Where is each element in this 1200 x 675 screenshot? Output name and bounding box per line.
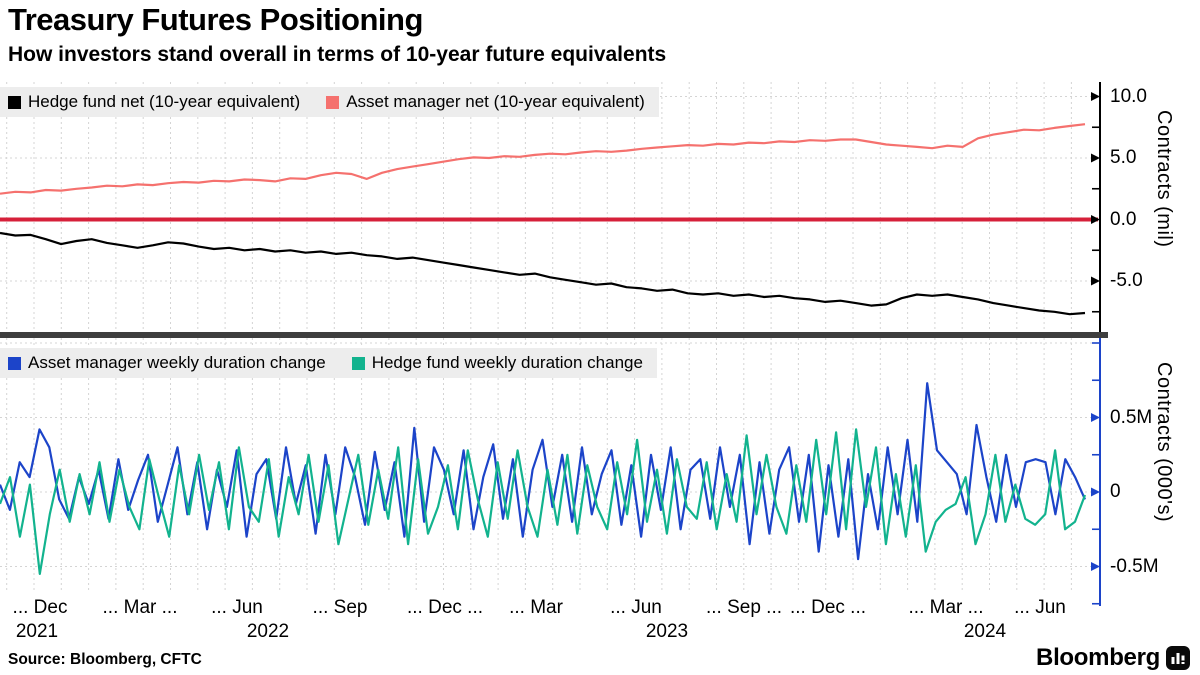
bloomberg-logo: Bloomberg — [1036, 644, 1190, 672]
legend-top: Hedge fund net (10-year equivalent) Asse… — [0, 87, 659, 117]
x-tick-label: ... Dec ... — [406, 597, 484, 618]
y-tick-label: -5.0 — [1110, 270, 1143, 291]
x-year-label: 2023 — [645, 621, 689, 642]
source-credit: Source: Bloomberg, CFTC — [8, 651, 202, 668]
page-subtitle: How investors stand overall in terms of … — [8, 43, 667, 66]
y-tick-label: 0 — [1110, 481, 1121, 502]
page-title: Treasury Futures Positioning — [8, 2, 423, 37]
legend-label: Hedge fund weekly duration change — [371, 353, 643, 372]
panel-separator — [0, 332, 1108, 338]
x-tick-label: ... Dec — [12, 597, 68, 618]
x-year-label: 2022 — [246, 621, 290, 642]
legend-label: Asset manager weekly duration change — [28, 353, 326, 372]
y-tick-label: -0.5M — [1110, 555, 1159, 577]
legend-label: Hedge fund net (10-year equivalent) — [28, 92, 301, 111]
x-tick-label: ... Jun — [610, 597, 662, 618]
bloomberg-terminal-icon — [1166, 646, 1190, 670]
top-y-axis-title: Contracts (mil) — [1153, 110, 1175, 248]
x-tick-label: ... Mar ... — [102, 597, 178, 618]
legend-item-hedge-fund-net: Hedge fund net (10-year equivalent) — [8, 92, 300, 112]
x-tick-label: ... Dec ... — [789, 597, 867, 618]
x-tick-label: ... Sep ... — [705, 597, 783, 618]
x-tick-label: ... Mar ... — [908, 597, 984, 618]
hedge-fund-net-swatch-icon — [8, 95, 21, 109]
legend-item-asset-manager-duration: Asset manager weekly duration change — [8, 353, 326, 373]
y-axis — [1091, 82, 1101, 334]
y-tick-label: 0.0 — [1110, 208, 1137, 230]
bottom-panel-plot — [0, 338, 1101, 606]
legend-bottom: Asset manager weekly duration change Hed… — [0, 348, 657, 378]
top-panel-plot — [0, 82, 1101, 334]
legend-label: Asset manager net (10-year equivalent) — [346, 92, 645, 111]
legend-item-hedge-fund-duration: Hedge fund weekly duration change — [351, 353, 643, 373]
hedge-fund-duration-swatch-icon — [351, 356, 365, 370]
asset-manager-net-swatch-icon — [326, 95, 340, 109]
x-tick-label: ... Jun — [1014, 597, 1066, 618]
x-tick-label: ... Mar — [509, 597, 563, 618]
legend-item-asset-manager-net: Asset manager net (10-year equivalent) — [326, 92, 645, 112]
x-tick-label: ... Sep — [312, 597, 368, 618]
bottom-y-axis-title: Contracts (000's) — [1153, 362, 1175, 523]
x-year-label: 2024 — [963, 621, 1007, 642]
x-tick-label: ... Jun — [211, 597, 263, 618]
asset-manager-duration-swatch-icon — [8, 356, 21, 370]
y-tick-label: 5.0 — [1110, 147, 1137, 168]
bloomberg-wordmark: Bloomberg — [1036, 644, 1160, 671]
y-tick-label: 10.0 — [1110, 85, 1147, 107]
y-tick-label: 0.5M — [1110, 406, 1153, 428]
y-axis — [1091, 338, 1101, 606]
x-year-label: 2021 — [15, 621, 59, 642]
